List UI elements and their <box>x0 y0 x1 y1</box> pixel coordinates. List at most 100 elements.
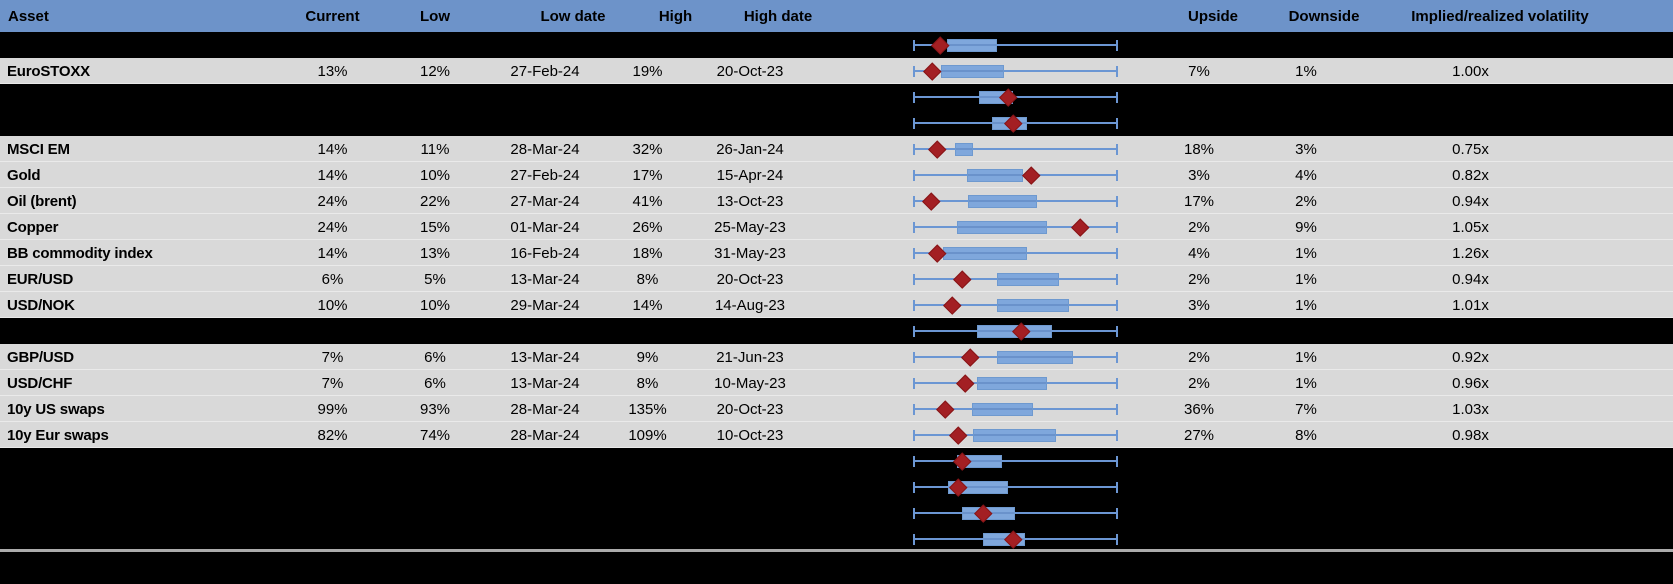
header-cell-low-date[interactable]: Low date <box>540 7 606 25</box>
low-cell[interactable] <box>380 110 490 136</box>
low-date-cell[interactable]: 27-Feb-24 <box>510 62 580 80</box>
asset-name-cell[interactable]: 10y Eur swaps <box>7 426 109 444</box>
downside-cell[interactable]: 1% <box>1295 62 1317 80</box>
high-cell[interactable] <box>600 448 695 474</box>
downside-cell[interactable]: 4% <box>1295 166 1317 184</box>
asset-name-cell[interactable] <box>0 32 285 58</box>
low-date-cell[interactable]: 13-Mar-24 <box>510 348 580 366</box>
current-cell[interactable]: 82% <box>317 426 348 444</box>
current-cell[interactable]: 7% <box>321 348 344 366</box>
asset-name-cell[interactable]: MSCI EM <box>7 140 70 158</box>
vol-ratio-cell[interactable] <box>1360 110 1673 136</box>
high-date-cell[interactable] <box>695 84 805 110</box>
low-cell[interactable]: 74% <box>419 426 451 444</box>
high-date-cell[interactable]: 25-May-23 <box>714 218 786 236</box>
low-cell[interactable] <box>380 84 490 110</box>
upside-cell[interactable]: 7% <box>1188 62 1210 80</box>
upside-cell[interactable] <box>1128 448 1270 474</box>
low-date-cell[interactable] <box>490 110 600 136</box>
vol-ratio-cell[interactable] <box>1360 448 1673 474</box>
vol-ratio-cell[interactable]: 0.92x <box>1452 348 1489 366</box>
current-cell[interactable] <box>285 318 380 344</box>
asset-name-cell[interactable]: BB commodity index <box>7 244 153 262</box>
low-cell[interactable]: 11% <box>420 140 450 158</box>
low-date-cell[interactable] <box>490 448 600 474</box>
low-date-cell[interactable] <box>490 474 600 500</box>
asset-name-cell[interactable] <box>0 500 285 526</box>
high-date-cell[interactable] <box>695 318 805 344</box>
upside-cell[interactable]: 3% <box>1188 296 1210 314</box>
current-cell[interactable]: 6% <box>321 270 344 288</box>
low-cell[interactable]: 12% <box>419 62 451 80</box>
high-date-cell[interactable]: 20-Oct-23 <box>716 400 784 418</box>
upside-cell[interactable]: 27% <box>1183 426 1215 444</box>
high-date-cell[interactable] <box>695 32 805 58</box>
low-date-cell[interactable]: 13-Mar-24 <box>510 270 580 288</box>
asset-name-cell[interactable] <box>0 474 285 500</box>
header-cell-high-date[interactable]: High date <box>743 7 813 25</box>
vol-ratio-cell[interactable] <box>1360 474 1673 500</box>
high-cell[interactable] <box>600 84 695 110</box>
asset-name-cell[interactable]: 10y US swaps <box>7 400 105 418</box>
current-cell[interactable]: 7% <box>321 374 344 392</box>
asset-name-cell[interactable]: GBP/USD <box>7 348 74 366</box>
vol-ratio-cell[interactable]: 0.82x <box>1452 166 1489 184</box>
vol-ratio-cell[interactable]: 1.01x <box>1452 296 1489 314</box>
low-date-cell[interactable]: 16-Feb-24 <box>510 244 580 262</box>
current-cell[interactable]: 14% <box>317 244 348 262</box>
high-date-cell[interactable]: 20-Oct-23 <box>716 62 784 80</box>
header-cell-high[interactable]: High <box>658 7 693 25</box>
downside-cell[interactable]: 3% <box>1295 140 1317 158</box>
current-cell[interactable] <box>285 448 380 474</box>
high-cell[interactable] <box>600 110 695 136</box>
low-date-cell[interactable]: 28-Mar-24 <box>510 140 580 158</box>
high-cell[interactable]: 9% <box>636 348 659 366</box>
vol-ratio-cell[interactable] <box>1360 500 1673 526</box>
high-cell[interactable] <box>600 32 695 58</box>
asset-name-cell[interactable]: EuroSTOXX <box>7 62 90 80</box>
low-date-cell[interactable]: 27-Feb-24 <box>510 166 580 184</box>
low-date-cell[interactable]: 29-Mar-24 <box>510 296 580 314</box>
high-date-cell[interactable]: 31-May-23 <box>714 244 786 262</box>
low-date-cell[interactable] <box>490 318 600 344</box>
upside-cell[interactable]: 4% <box>1188 244 1210 262</box>
high-date-cell[interactable] <box>695 448 805 474</box>
upside-cell[interactable]: 17% <box>1183 192 1215 210</box>
downside-cell[interactable] <box>1270 448 1360 474</box>
asset-name-cell[interactable] <box>0 448 285 474</box>
downside-cell[interactable]: 1% <box>1295 270 1317 288</box>
current-cell[interactable] <box>285 474 380 500</box>
asset-name-cell[interactable]: Oil (brent) <box>7 192 77 210</box>
asset-name-cell[interactable] <box>0 110 285 136</box>
downside-cell[interactable]: 8% <box>1295 426 1317 444</box>
current-cell[interactable]: 24% <box>317 218 348 236</box>
low-cell[interactable] <box>380 500 490 526</box>
low-cell[interactable]: 13% <box>419 244 451 262</box>
asset-name-cell[interactable]: EUR/USD <box>7 270 74 288</box>
high-cell[interactable]: 14% <box>632 296 663 314</box>
high-cell[interactable]: 8% <box>636 374 659 392</box>
downside-cell[interactable] <box>1270 500 1360 526</box>
high-cell[interactable]: 109% <box>628 426 667 444</box>
upside-cell[interactable] <box>1128 474 1270 500</box>
upside-cell[interactable] <box>1128 32 1270 58</box>
upside-cell[interactable] <box>1128 500 1270 526</box>
downside-cell[interactable]: 7% <box>1295 400 1317 418</box>
low-cell[interactable] <box>380 474 490 500</box>
upside-cell[interactable]: 2% <box>1188 348 1210 366</box>
low-date-cell[interactable]: 27-Mar-24 <box>510 192 580 210</box>
low-cell[interactable]: 5% <box>424 270 446 288</box>
downside-cell[interactable]: 1% <box>1295 374 1317 392</box>
low-date-cell[interactable]: 28-Mar-24 <box>510 400 580 418</box>
high-cell[interactable]: 18% <box>632 244 663 262</box>
high-cell[interactable]: 32% <box>632 140 663 158</box>
header-cell-implied-realized-volatility[interactable]: Implied/realized volatility <box>1411 7 1589 25</box>
asset-name-cell[interactable]: Copper <box>7 218 59 236</box>
high-date-cell[interactable] <box>695 500 805 526</box>
header-cell-current[interactable]: Current <box>305 7 360 25</box>
vol-ratio-cell[interactable]: 0.98x <box>1452 426 1489 444</box>
vol-ratio-cell[interactable]: 1.00x <box>1452 62 1489 80</box>
downside-cell[interactable]: 9% <box>1295 218 1317 236</box>
current-cell[interactable] <box>285 32 380 58</box>
vol-ratio-cell[interactable] <box>1360 318 1673 344</box>
